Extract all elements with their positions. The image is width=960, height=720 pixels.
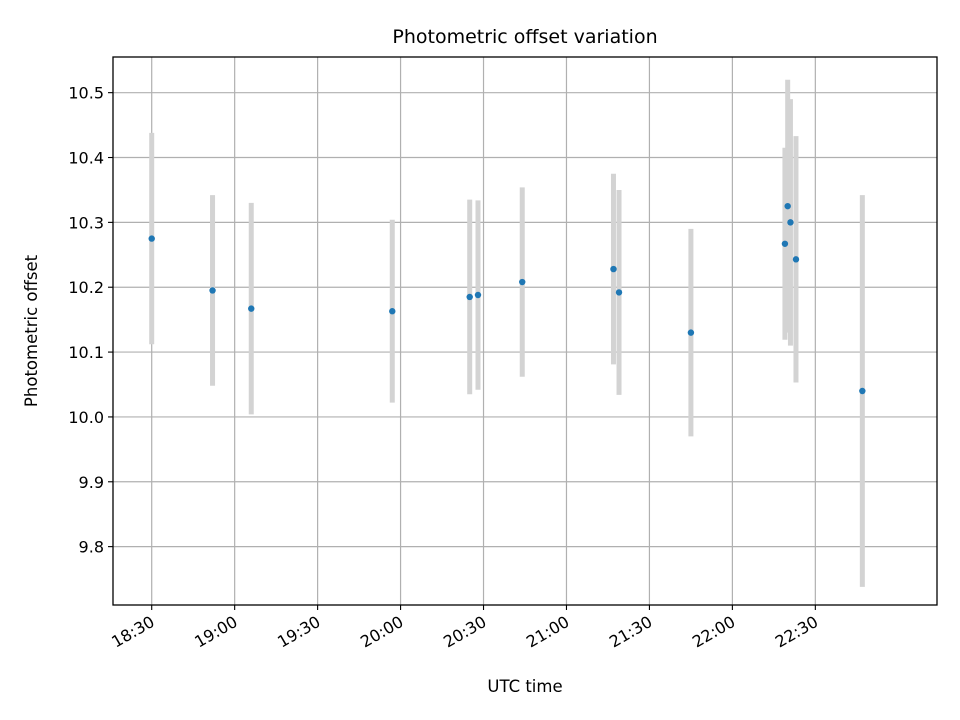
y-axis-label: Photometric offset bbox=[22, 254, 41, 407]
data-point bbox=[781, 240, 789, 247]
data-point bbox=[389, 308, 396, 315]
data-point bbox=[519, 278, 526, 286]
grid bbox=[113, 57, 937, 605]
data-point bbox=[148, 235, 155, 242]
y-tick-label: 10.2 bbox=[68, 278, 104, 297]
data-point bbox=[784, 202, 791, 210]
data-point bbox=[859, 387, 866, 395]
y-tick-label: 10.4 bbox=[68, 149, 104, 168]
data-point bbox=[610, 265, 617, 273]
y-tick-label: 10.0 bbox=[68, 408, 104, 427]
data-points bbox=[148, 202, 866, 395]
chart-title: Photometric offset variation bbox=[392, 26, 657, 48]
data-point bbox=[787, 219, 794, 226]
data-point bbox=[615, 289, 623, 296]
x-axis-label: UTC time bbox=[487, 677, 562, 696]
y-tick-label: 9.9 bbox=[79, 473, 104, 492]
y-tick-label: 10.5 bbox=[68, 84, 104, 103]
data-point bbox=[466, 293, 473, 301]
plot-frame bbox=[112, 56, 938, 606]
data-point bbox=[209, 287, 216, 294]
data-point bbox=[687, 329, 695, 336]
data-point bbox=[248, 305, 255, 312]
y-tick-label: 10.3 bbox=[68, 213, 104, 232]
y-axis-ticks: 9.8 9.9 10.0 10.1 10.2 10.3 10.4 10.5 bbox=[68, 84, 113, 557]
y-tick-label: 10.1 bbox=[68, 343, 104, 362]
data-point bbox=[474, 291, 482, 299]
data-point bbox=[792, 256, 800, 263]
y-tick-label: 9.8 bbox=[79, 538, 104, 557]
